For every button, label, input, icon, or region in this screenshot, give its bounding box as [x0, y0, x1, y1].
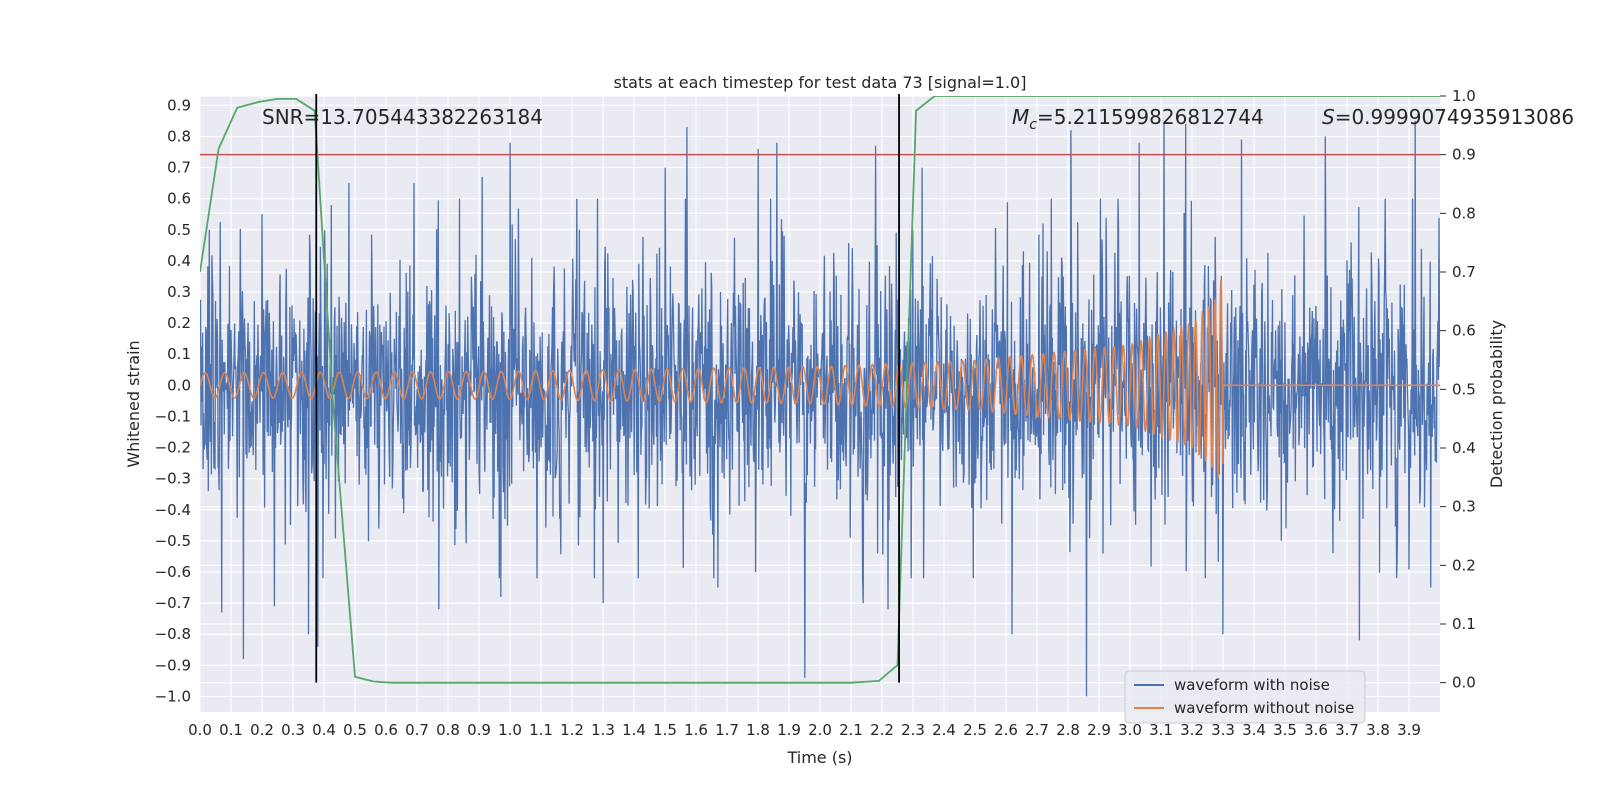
y-tick-11: −0.2 — [155, 439, 191, 457]
y-right-tick-5: 0.5 — [1452, 380, 1476, 398]
x-tick-38: 3.8 — [1366, 721, 1390, 739]
y-tick-19: −1.0 — [155, 687, 191, 705]
y-tick-4: 0.5 — [167, 221, 191, 239]
y-right-tick-0: 1.0 — [1452, 87, 1476, 105]
score-symbol: S — [1322, 105, 1335, 129]
y-tick-1: 0.8 — [167, 127, 191, 145]
x-tick-29: 2.9 — [1087, 721, 1111, 739]
y-tick-labels: 0.9 0.8 0.7 0.6 0.5 0.4 0.3 0.2 0.1 0.0 −0.1 −0.2 −0… — [155, 96, 191, 705]
y-right-tick-1: 0.9 — [1452, 146, 1476, 164]
x-tick-12: 1.2 — [560, 721, 584, 739]
y-tick-17: −0.8 — [155, 625, 191, 643]
x-tick-25: 2.5 — [963, 721, 987, 739]
y-tick-16: −0.7 — [155, 594, 191, 612]
series-detection-probability — [200, 96, 1440, 684]
legend-label-clean: waveform without noise — [1174, 699, 1354, 717]
legend-label-noise: waveform with noise — [1174, 676, 1330, 694]
score-annotation: S=0.9999074935913086 — [1322, 105, 1574, 129]
x-tick-35: 3.5 — [1273, 721, 1297, 739]
y-tick-10: −0.1 — [155, 407, 191, 425]
y-right-tick-3: 0.7 — [1452, 263, 1476, 281]
x-tick-27: 2.7 — [1025, 721, 1049, 739]
y-tick-6: 0.3 — [167, 283, 191, 301]
x-tick-6: 0.6 — [374, 721, 398, 739]
y-tick-8: 0.1 — [167, 345, 191, 363]
x-tick-23: 2.3 — [901, 721, 925, 739]
y-right-tick-6: 0.4 — [1452, 439, 1476, 457]
x-tick-1: 0.1 — [219, 721, 243, 739]
chart-title: stats at each timestep for test data 73 … — [614, 73, 1027, 92]
y-tick-0: 0.9 — [167, 96, 191, 114]
x-tick-26: 2.6 — [994, 721, 1018, 739]
x-tick-21: 2.1 — [839, 721, 863, 739]
x-tick-8: 0.8 — [436, 721, 460, 739]
y-tick-2: 0.7 — [167, 159, 191, 177]
x-tick-33: 3.3 — [1211, 721, 1235, 739]
x-tick-20: 2.0 — [808, 721, 832, 739]
y-right-tick-labels: 1.0 0.9 0.8 0.7 0.6 0.5 0.4 0.3 0.2 0.1 0.0 — [1440, 87, 1476, 692]
y-right-tick-7: 0.3 — [1452, 498, 1476, 516]
x-tick-11: 1.1 — [529, 721, 553, 739]
chirp-mass-annotation: Mc=5.211599826812744 — [1012, 105, 1264, 133]
y-tick-13: −0.4 — [155, 501, 191, 519]
y-right-tick-4: 0.6 — [1452, 322, 1476, 340]
series-waveform-with-noise — [200, 120, 1440, 697]
y-tick-9: 0.0 — [167, 376, 191, 394]
y-right-tick-9: 0.1 — [1452, 615, 1476, 633]
legend-box — [1124, 670, 1366, 724]
score-value: =0.9999074935913086 — [1335, 105, 1574, 129]
x-tick-28: 2.8 — [1056, 721, 1080, 739]
x-tick-3: 0.3 — [281, 721, 305, 739]
x-tick-0: 0.0 — [188, 721, 212, 739]
y-tick-12: −0.3 — [155, 470, 191, 488]
y-right-tick-8: 0.2 — [1452, 556, 1476, 574]
y-tick-18: −0.9 — [155, 656, 191, 674]
x-tick-4: 0.4 — [312, 721, 336, 739]
series-waveform-without-noise — [200, 277, 1440, 479]
x-tick-32: 3.2 — [1180, 721, 1204, 739]
x-tick-36: 3.6 — [1304, 721, 1328, 739]
grid-horizontal — [200, 104, 1440, 698]
x-tick-7: 0.7 — [405, 721, 429, 739]
y-tick-15: −0.6 — [155, 563, 191, 581]
y-right-tick-2: 0.8 — [1452, 204, 1476, 222]
x-tick-2: 0.2 — [250, 721, 274, 739]
x-tick-14: 1.4 — [622, 721, 646, 739]
x-tick-9: 0.9 — [467, 721, 491, 739]
y-axis-label: Whitened strain — [124, 340, 143, 467]
chirp-mass-value: =5.211599826812744 — [1037, 105, 1264, 129]
x-tick-16: 1.6 — [684, 721, 708, 739]
x-tick-10: 1.0 — [498, 721, 522, 739]
x-tick-18: 1.8 — [746, 721, 770, 739]
legend: waveform with noise waveform without noi… — [1124, 670, 1366, 724]
y-tick-5: 0.4 — [167, 252, 191, 270]
chirp-mass-subscript: c — [1029, 117, 1037, 133]
y-tick-7: 0.2 — [167, 314, 191, 332]
y-tick-14: −0.5 — [155, 532, 191, 550]
x-tick-39: 3.9 — [1397, 721, 1421, 739]
y-right-tick-10: 0.0 — [1452, 674, 1476, 692]
x-tick-31: 3.1 — [1149, 721, 1173, 739]
x-tick-19: 1.9 — [777, 721, 801, 739]
x-tick-5: 0.5 — [343, 721, 367, 739]
x-tick-37: 3.7 — [1335, 721, 1359, 739]
x-tick-22: 2.2 — [870, 721, 894, 739]
x-axis-label: Time (s) — [786, 748, 852, 767]
x-tick-15: 1.5 — [653, 721, 677, 739]
x-tick-24: 2.4 — [932, 721, 956, 739]
x-tick-34: 3.4 — [1242, 721, 1266, 739]
y-right-axis-label: Detection probability — [1487, 320, 1506, 488]
chirp-mass-symbol: M — [1012, 105, 1029, 129]
y-tick-3: 0.6 — [167, 190, 191, 208]
snr-annotation: SNR=13.705443382263184 — [262, 105, 543, 129]
x-tick-13: 1.3 — [591, 721, 615, 739]
x-tick-17: 1.7 — [715, 721, 739, 739]
x-tick-labels: 0.0 0.1 0.2 0.3 0.4 0.5 0.6 0.7 0.8 0.9 1.0 1.1 1.2 1… — [188, 721, 1421, 739]
x-tick-30: 3.0 — [1118, 721, 1142, 739]
